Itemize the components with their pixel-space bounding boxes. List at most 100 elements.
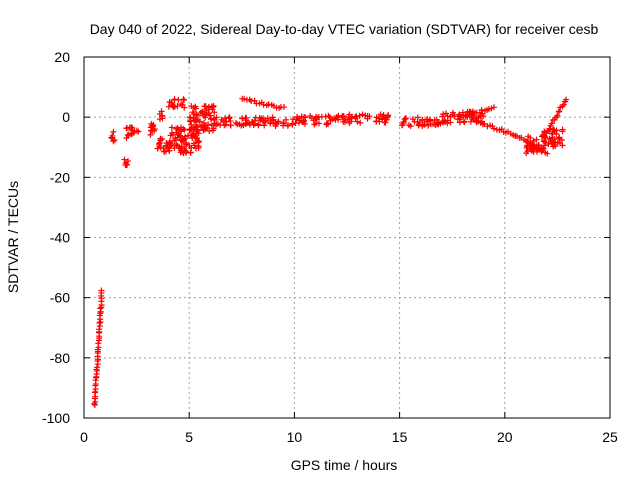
- data-point: [541, 142, 548, 149]
- data-point: [384, 112, 391, 119]
- data-point: [240, 122, 247, 129]
- data-point: [166, 139, 173, 146]
- data-point: [190, 140, 197, 147]
- data-point: [454, 116, 461, 123]
- data-point: [439, 113, 446, 120]
- data-point: [241, 95, 248, 102]
- data-point: [187, 149, 194, 156]
- data-point: [109, 135, 116, 142]
- data-point: [546, 125, 553, 132]
- data-point: [469, 110, 476, 117]
- data-point: [554, 112, 561, 119]
- data-point: [272, 119, 279, 126]
- data-point: [529, 144, 536, 151]
- data-point: [199, 110, 206, 117]
- data-point: [202, 125, 209, 132]
- data-point: [181, 97, 188, 104]
- data-point: [168, 130, 175, 137]
- data-point: [407, 123, 414, 130]
- x-tick-label: 15: [392, 429, 408, 445]
- data-point: [175, 130, 182, 137]
- data-point: [555, 135, 562, 142]
- data-point: [556, 108, 563, 115]
- data-point: [202, 106, 209, 113]
- x-tick-label: 20: [497, 429, 513, 445]
- data-point: [490, 125, 497, 132]
- y-tick-label: -60: [50, 290, 70, 306]
- data-point: [168, 124, 175, 131]
- data-point: [150, 123, 157, 130]
- data-point: [208, 115, 215, 122]
- data-point: [110, 128, 117, 135]
- data-point: [545, 141, 552, 148]
- data-point: [96, 319, 103, 326]
- data-point: [199, 122, 206, 129]
- data-point: [186, 127, 193, 134]
- data-point: [443, 110, 450, 117]
- data-point: [533, 136, 540, 143]
- y-tick-label: -100: [42, 410, 70, 426]
- data-point: [461, 119, 468, 126]
- data-point: [533, 145, 540, 152]
- data-point: [121, 156, 128, 163]
- data-point: [93, 364, 100, 371]
- data-point: [325, 112, 332, 119]
- data-point: [382, 119, 389, 126]
- data-point: [192, 105, 199, 112]
- data-point: [179, 101, 186, 108]
- data-point: [191, 117, 198, 124]
- data-point: [129, 124, 136, 131]
- axis-ticks: [83, 56, 611, 419]
- data-point: [560, 101, 567, 108]
- data-point: [193, 127, 200, 134]
- data-point: [450, 109, 457, 116]
- chart-title: Day 040 of 2022, Sidereal Day-to-day VTE…: [90, 21, 599, 37]
- data-point: [181, 135, 188, 142]
- data-point: [110, 138, 117, 145]
- y-tick-label: -40: [50, 230, 70, 246]
- data-point: [525, 133, 532, 140]
- data-point: [559, 126, 566, 133]
- data-point: [335, 112, 342, 119]
- data-point: [293, 116, 300, 123]
- data-point: [523, 144, 530, 151]
- data-point: [353, 113, 360, 120]
- data-point: [128, 124, 135, 131]
- data-point: [366, 113, 373, 120]
- data-point: [182, 147, 189, 154]
- data-point: [318, 113, 325, 120]
- data-point: [195, 139, 202, 146]
- data-point: [98, 287, 105, 294]
- data-point: [157, 137, 164, 144]
- data-point: [95, 340, 102, 347]
- data-point: [209, 127, 216, 134]
- data-point: [211, 109, 218, 116]
- data-point: [375, 115, 382, 122]
- data-point: [133, 127, 140, 134]
- x-axis-label: GPS time / hours: [291, 457, 398, 473]
- data-point: [189, 109, 196, 116]
- data-point: [176, 143, 183, 150]
- x-tick-label: 25: [602, 429, 618, 445]
- data-point: [478, 106, 485, 113]
- data-point: [538, 147, 545, 154]
- data-point: [205, 121, 212, 128]
- data-point: [490, 104, 497, 111]
- data-point: [312, 113, 319, 120]
- data-point: [344, 116, 351, 123]
- data-point: [261, 122, 268, 129]
- data-point: [173, 141, 180, 148]
- data-point: [456, 112, 463, 119]
- data-point: [246, 121, 253, 128]
- x-tick-label: 10: [287, 429, 303, 445]
- data-point: [234, 121, 241, 128]
- data-point: [292, 120, 299, 127]
- data-point: [525, 139, 532, 146]
- data-point: [233, 119, 240, 126]
- data-point: [484, 123, 491, 130]
- data-point: [182, 139, 189, 146]
- data-point: [447, 113, 454, 120]
- data-point: [97, 305, 104, 312]
- data-point: [402, 115, 409, 122]
- data-point: [255, 122, 262, 129]
